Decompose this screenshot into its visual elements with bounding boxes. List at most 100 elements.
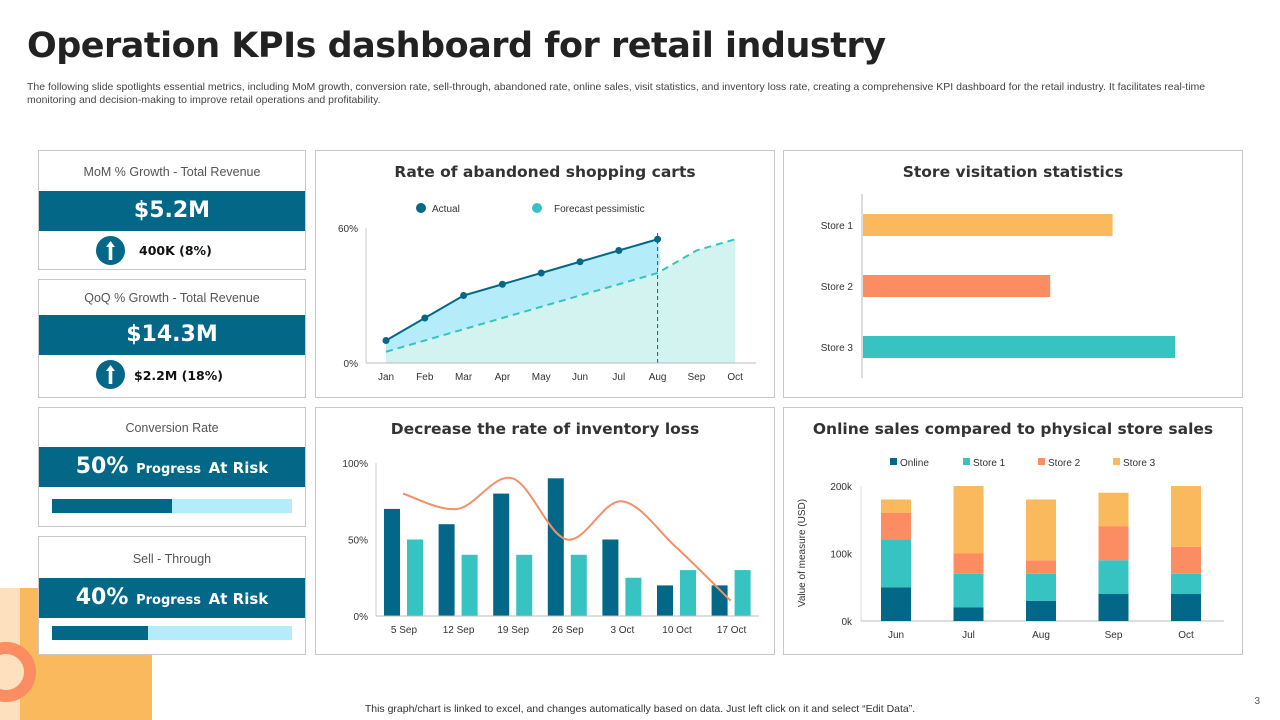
bar-segment-store-1 [1026,573,1056,601]
bar-target [407,539,423,616]
bar-loss [602,539,619,616]
legend-marker [890,458,897,465]
bar-segment-online [953,607,984,621]
bar-loss [384,508,400,616]
actual-point [576,258,584,266]
chart-title: Rate of abandoned shopping carts [394,163,696,181]
abandoned-carts-chart: 0% 60% Jan Feb Mar Apr May Jun Jul Aug Sep Oct Actua… [338,203,756,383]
actual-point [537,269,545,277]
actual-area [386,239,661,352]
bar-store-1 [863,214,1113,236]
bar-target [625,577,642,616]
x-tick-label: May [532,372,551,383]
x-tick-label: Aug [649,372,667,383]
store-visitation-chart: Store 1 Store 2 Store 3 [821,194,1175,378]
bar-segment-store-1 [953,573,984,608]
kpi-value: 40% [75,585,129,610]
inventory-loss-panel[interactable]: Decrease the rate of inventory loss 0% 50… [315,407,775,655]
kpi-card-sell-through: Sell - Through 40% Progress At Risk [38,536,306,655]
legend-marker-actual [416,203,426,213]
kpi-change: $2.2M (18%) [134,368,223,383]
y-tick-label: 200k [830,482,853,493]
page-title: Operation KPIs dashboard for retail indu… [27,26,886,66]
online-vs-store-panel[interactable]: Online sales compared to physical store … [783,407,1243,655]
store-visitation-panel[interactable]: Store visitation statistics Store 1 Store… [783,150,1243,398]
x-tick-label: Jan [378,372,394,383]
bar-segment-online [1098,594,1129,621]
kpi-status-prefix: Progress [136,593,201,608]
x-tick-label: 26 Sep [552,625,584,636]
progress-bar [52,626,292,640]
bar-segment-online [1171,594,1201,621]
x-tick-label: 5 Sep [391,625,418,636]
bar-segment-store-3 [1171,486,1201,547]
kpi-value: 50% [75,454,129,479]
x-tick-label: Feb [416,372,434,383]
y-tick-label: 60% [338,224,358,235]
x-tick-label: 10 Oct [662,625,692,636]
page-number: 3 [1254,696,1260,707]
bar-target [461,554,478,616]
kpi-value-band: 50% Progress At Risk [39,447,305,487]
arrow-up-icon [96,360,125,389]
bar-segment-store-2 [1026,560,1056,574]
progress-bar [52,499,292,513]
progress-fill [52,499,172,513]
bar-store-2 [863,275,1051,297]
bar-target [570,554,587,616]
kpi-status-prefix: Progress [136,462,201,477]
bar-loss [438,524,455,616]
bar-segment-store-3 [953,486,984,554]
bar-loss [493,493,510,616]
y-tick-label: Store 3 [821,343,854,354]
x-tick-label: Sep [1105,630,1123,641]
kpi-value: $5.2M [39,191,305,231]
kpi-change: 400K (8%) [139,243,212,258]
bar-target [734,570,751,616]
arrow-up-icon [96,236,125,265]
legend-label: Actual [432,204,460,215]
legend-marker [963,458,970,465]
progress-fill [52,626,148,640]
bar-segment-store-1 [1098,560,1129,594]
footer-note: This graph/chart is linked to excel, and… [364,703,916,715]
y-axis-title: Value of measure (USD) [797,499,808,607]
bar-loss [657,585,673,616]
legend-label: Store 3 [1123,458,1156,469]
chart-title: Decrease the rate of inventory loss [390,420,700,438]
x-tick-label: 19 Sep [497,625,529,636]
actual-line [385,238,658,342]
x-tick-label: Jul [962,630,975,641]
kpi-label: Sell - Through [132,552,212,566]
bar-target [516,554,533,616]
bar-segment-store-2 [953,553,984,574]
forecast-line [385,238,736,353]
bar-segment-store-2 [1171,546,1201,574]
legend-label: Forecast pessimistic [554,204,645,215]
abandoned-carts-panel[interactable]: Rate of abandoned shopping carts 0% 60% Ja… [315,150,775,398]
x-tick-label: Jun [572,372,588,383]
x-tick-label: 12 Sep [443,625,475,636]
bar-segment-store-3 [881,499,911,513]
actual-point [460,292,468,299]
bar-segment-store-1 [881,540,911,588]
y-tick-label: 100% [342,459,368,470]
actual-point [498,280,506,288]
legend-label: Store 1 [973,458,1006,469]
x-tick-label: Mar [455,372,473,383]
bar-target [680,570,696,616]
kpi-value-band: 40% Progress At Risk [39,578,305,618]
y-tick-label: Store 2 [821,282,854,293]
x-tick-label: Oct [1178,630,1194,641]
x-tick-label: Aug [1032,630,1050,641]
legend-marker-forecast [532,203,542,213]
x-tick-label: Jun [888,630,904,641]
x-tick-label: 3 Oct [610,625,634,636]
legend-label: Store 2 [1048,458,1081,469]
kpi-card-qoq: QoQ % Growth - Total Revenue $14.3M $2.2… [38,279,306,398]
x-tick-label: Sep [688,372,706,383]
y-tick-label: 0% [354,612,369,623]
y-tick-label: 50% [348,536,368,547]
actual-point [421,314,429,322]
x-tick-label: Apr [495,372,511,383]
